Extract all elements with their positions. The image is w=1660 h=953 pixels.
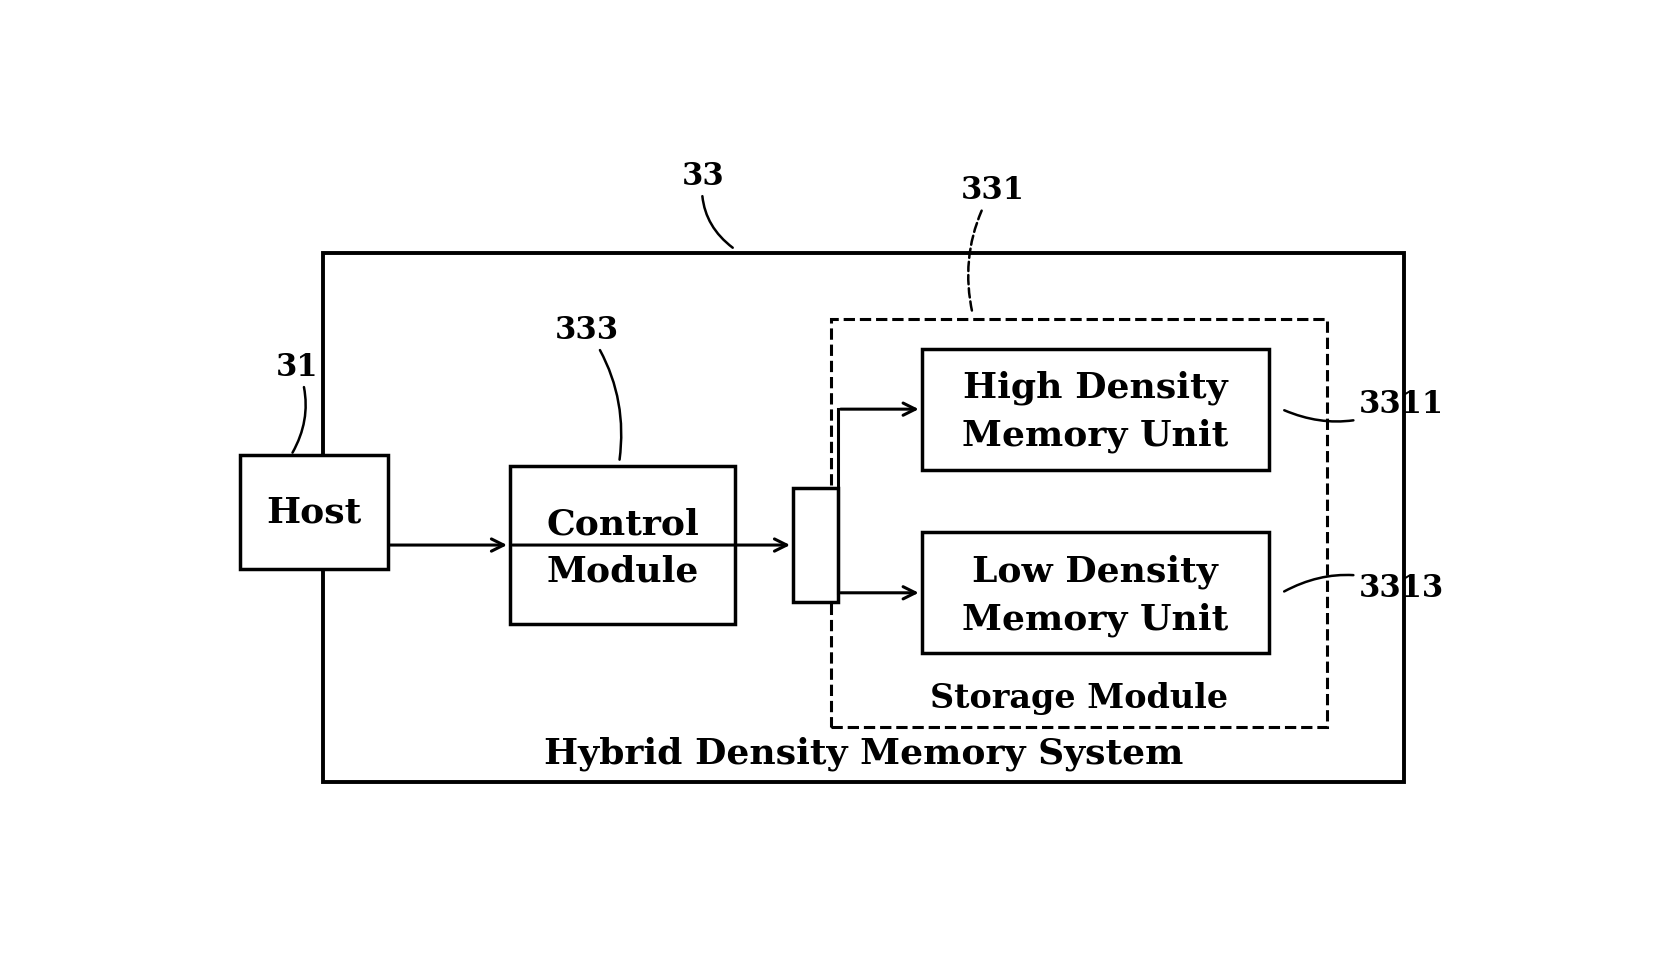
Text: Control: Control xyxy=(546,506,699,540)
Bar xyxy=(921,533,1268,654)
Text: 333: 333 xyxy=(554,314,621,460)
Bar xyxy=(832,320,1326,727)
Bar xyxy=(793,489,838,602)
Text: 33: 33 xyxy=(681,160,732,249)
Text: Host: Host xyxy=(266,496,362,530)
Text: 3313: 3313 xyxy=(1285,572,1444,603)
Text: 331: 331 xyxy=(961,175,1024,314)
Text: 31: 31 xyxy=(276,352,319,454)
Text: 3311: 3311 xyxy=(1285,389,1444,422)
Bar xyxy=(510,467,735,624)
Bar xyxy=(239,456,388,569)
Text: Memory Unit: Memory Unit xyxy=(963,601,1228,636)
Bar xyxy=(324,253,1404,782)
Text: Storage Module: Storage Module xyxy=(930,681,1228,714)
Text: Hybrid Density Memory System: Hybrid Density Memory System xyxy=(544,736,1184,770)
Text: High Density: High Density xyxy=(963,371,1227,405)
Bar xyxy=(921,349,1268,470)
Text: Memory Unit: Memory Unit xyxy=(963,418,1228,453)
Text: Low Density: Low Density xyxy=(973,554,1218,588)
Text: Module: Module xyxy=(546,555,699,588)
